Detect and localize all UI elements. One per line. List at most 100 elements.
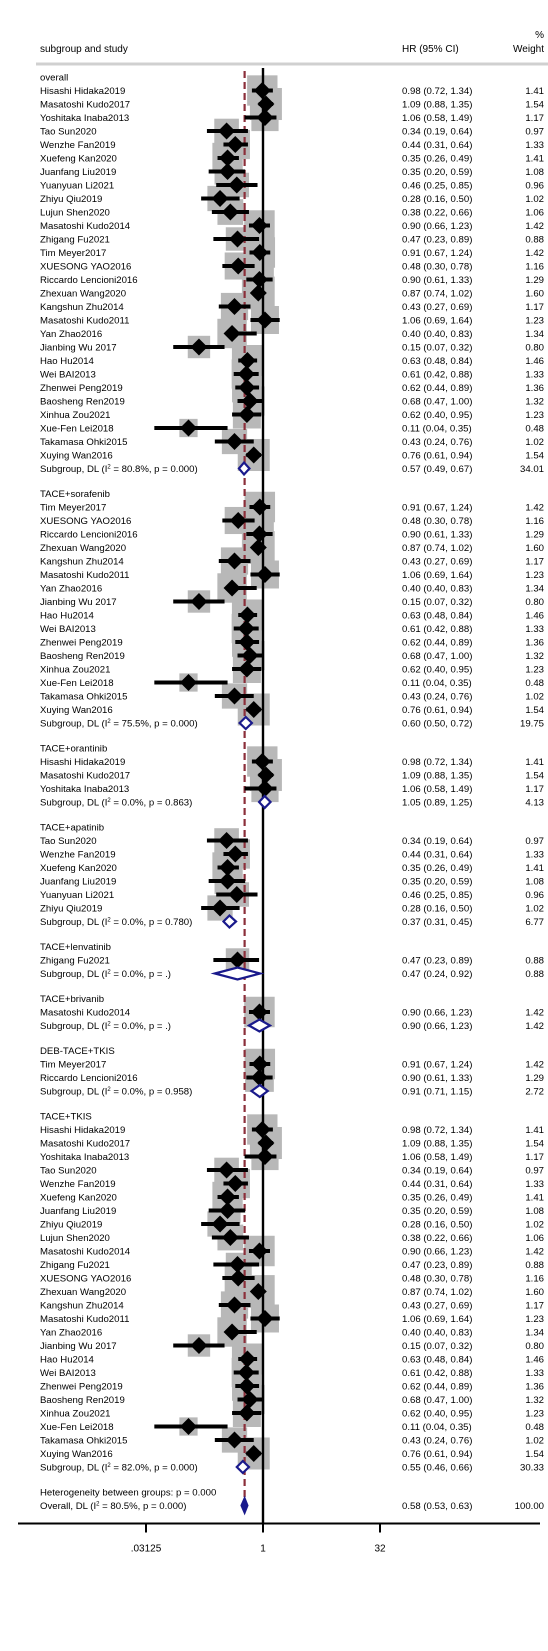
hr-ci-value: 0.34 (0.19, 0.64) xyxy=(402,836,472,847)
hr-ci-value: 0.43 (0.24, 0.76) xyxy=(402,1435,472,1446)
study-label: Yuanyuan Li2021 xyxy=(40,890,114,901)
weight-value: 1.23 xyxy=(525,1314,544,1325)
hr-ci-value: 1.09 (0.88, 1.35) xyxy=(402,770,472,781)
hr-ci-value: 0.34 (0.19, 0.64) xyxy=(402,126,472,137)
study-label: Masatoshi Kudo2014 xyxy=(40,221,131,232)
study-label: Jianbing Wu 2017 xyxy=(40,1341,117,1352)
weight-value: 1.23 xyxy=(525,570,544,581)
point-estimate-marker xyxy=(218,832,236,849)
hr-ci-value: 0.76 (0.61, 0.94) xyxy=(402,1449,472,1460)
subgroup-diamond xyxy=(246,1018,273,1033)
hr-ci-value: 0.90 (0.66, 1.23) xyxy=(402,221,472,232)
study-label: Zhiyu Qiu2019 xyxy=(40,194,102,205)
hr-ci-value: 0.62 (0.40, 0.95) xyxy=(402,664,472,675)
study-label: Masatoshi Kudo2014 xyxy=(40,1246,131,1257)
point-estimate-marker xyxy=(253,753,271,770)
study-label: Zhexuan Wang2020 xyxy=(40,543,126,554)
weight-value: 0.48 xyxy=(525,678,544,689)
hr-ci-value: 1.06 (0.58, 1.49) xyxy=(402,1152,472,1163)
hr-ci-value: 0.43 (0.27, 0.69) xyxy=(402,556,472,567)
hr-ci-value: 0.46 (0.25, 0.85) xyxy=(402,890,472,901)
study-label: Zhenwei Peng2019 xyxy=(40,637,123,648)
hr-ci-value: 0.68 (0.47, 1.00) xyxy=(402,651,472,662)
hr-ci-value: 0.87 (0.74, 1.02) xyxy=(402,1287,472,1298)
weight-value: 1.33 xyxy=(525,140,544,151)
point-estimate-marker xyxy=(190,1337,208,1354)
study-label: Takamasa Ohki2015 xyxy=(40,691,127,702)
study-label: Wenzhe Fan2019 xyxy=(40,849,116,860)
point-estimate-marker xyxy=(221,203,239,221)
study-label: Hao Hu2014 xyxy=(40,356,95,367)
hr-ci-value: 0.61 (0.42, 0.88) xyxy=(402,369,472,380)
row-labels: overall Hisashi Hidaka2019 0.98 (0.72, 1.3… xyxy=(40,72,545,1512)
study-label: Zhexuan Wang2020 xyxy=(40,288,126,299)
weight-value: 1.29 xyxy=(525,1073,544,1084)
hr-ci-value: 0.43 (0.27, 0.69) xyxy=(402,302,472,313)
hr-ci-value: 0.46 (0.25, 0.85) xyxy=(402,180,472,191)
point-estimate-marker xyxy=(241,647,259,664)
hr-ci-value: 1.06 (0.69, 1.64) xyxy=(402,570,472,581)
hr-ci-value: 0.63 (0.48, 0.84) xyxy=(402,1354,472,1365)
weight-value: 19.75 xyxy=(520,718,544,729)
x-tick-label: .03125 xyxy=(131,1544,162,1555)
weight-value: 1.17 xyxy=(525,784,544,795)
study-label: Yan Zhao2016 xyxy=(40,1327,102,1338)
point-estimate-marker xyxy=(241,392,259,410)
study-label: Zhexuan Wang2020 xyxy=(40,1287,126,1298)
hr-ci-value: 0.90 (0.66, 1.23) xyxy=(402,1021,472,1032)
study-label: Xuefeng Kan2020 xyxy=(40,153,117,164)
weight-value: 1.16 xyxy=(525,516,544,527)
hr-ci-value: 0.35 (0.26, 0.49) xyxy=(402,1192,472,1203)
subgroup-header: TACE+brivanib xyxy=(40,994,104,1005)
subgroup-label: Subgroup, DL (I2 = 0.0%, p = .) xyxy=(40,1021,171,1032)
hr-ci-value: 0.62 (0.44, 0.89) xyxy=(402,1381,472,1392)
study-label: Masatoshi Kudo2017 xyxy=(40,99,130,110)
study-label: Yoshitaka Inaba2013 xyxy=(40,784,129,795)
point-estimate-marker xyxy=(241,1391,259,1408)
point-estimate-marker xyxy=(229,230,247,248)
weight-value: 1.42 xyxy=(525,1007,544,1018)
subgroup-label: Subgroup, DL (I2 = 0.0%, p = .) xyxy=(40,969,171,980)
study-label: Takamasa Ohki2015 xyxy=(40,1435,127,1446)
point-estimate-marker xyxy=(257,95,275,113)
study-label: Kangshun Zhu2014 xyxy=(40,302,124,313)
weight-value: 100.00 xyxy=(515,1501,544,1512)
study-label: XUESONG YAO2016 xyxy=(40,1273,131,1284)
point-estimate-marker xyxy=(226,552,244,570)
study-label: Takamasa Ohki2015 xyxy=(40,437,127,448)
study-label: Zhiyu Qiu2019 xyxy=(40,1219,102,1230)
point-estimate-marker xyxy=(249,1283,267,1300)
weight-value: 1.54 xyxy=(525,1449,544,1460)
hr-ci-value: 0.61 (0.42, 0.88) xyxy=(402,624,472,635)
point-estimate-marker xyxy=(179,419,197,437)
study-label: XUESONG YAO2016 xyxy=(40,261,131,272)
study-label: Tim Meyer2017 xyxy=(40,248,106,259)
point-estimate-marker xyxy=(221,1229,239,1246)
hr-ci-value: 0.62 (0.44, 0.89) xyxy=(402,637,472,648)
hr-ci-value: 0.91 (0.67, 1.24) xyxy=(402,1059,472,1070)
weight-value: 0.88 xyxy=(525,955,544,966)
subgroup-header: TACE+lenvatinib xyxy=(40,942,111,953)
weight-value: 1.60 xyxy=(525,543,544,554)
weight-value: 1.33 xyxy=(525,1368,544,1379)
study-label: Baosheng Ren2019 xyxy=(40,1395,125,1406)
subgroup-label: Subgroup, DL (I2 = 80.8%, p = 0.000) xyxy=(40,464,198,475)
point-estimate-marker xyxy=(219,859,237,876)
weight-value: 1.17 xyxy=(525,302,544,313)
point-estimate-marker xyxy=(256,311,274,329)
weight-value: 1.17 xyxy=(525,1152,544,1163)
point-estimate-marker xyxy=(229,512,247,529)
hr-ci-value: 0.68 (0.47, 1.00) xyxy=(402,396,472,407)
hr-ci-value: 0.98 (0.72, 1.34) xyxy=(402,1125,472,1136)
point-estimate-marker xyxy=(226,687,244,705)
hr-ci-value: 0.62 (0.40, 0.95) xyxy=(402,1408,472,1419)
study-label: Xinhua Zou2021 xyxy=(40,664,110,675)
weight-value: 0.97 xyxy=(525,836,544,847)
study-label: Yan Zhao2016 xyxy=(40,329,102,340)
weight-value: 1.23 xyxy=(525,410,544,421)
hr-ci-value: 1.09 (0.88, 1.35) xyxy=(402,1138,472,1149)
weight-value: 0.97 xyxy=(525,1165,544,1176)
weight-value: 1.08 xyxy=(525,876,544,887)
hr-ci-value: 1.06 (0.58, 1.49) xyxy=(402,113,472,124)
